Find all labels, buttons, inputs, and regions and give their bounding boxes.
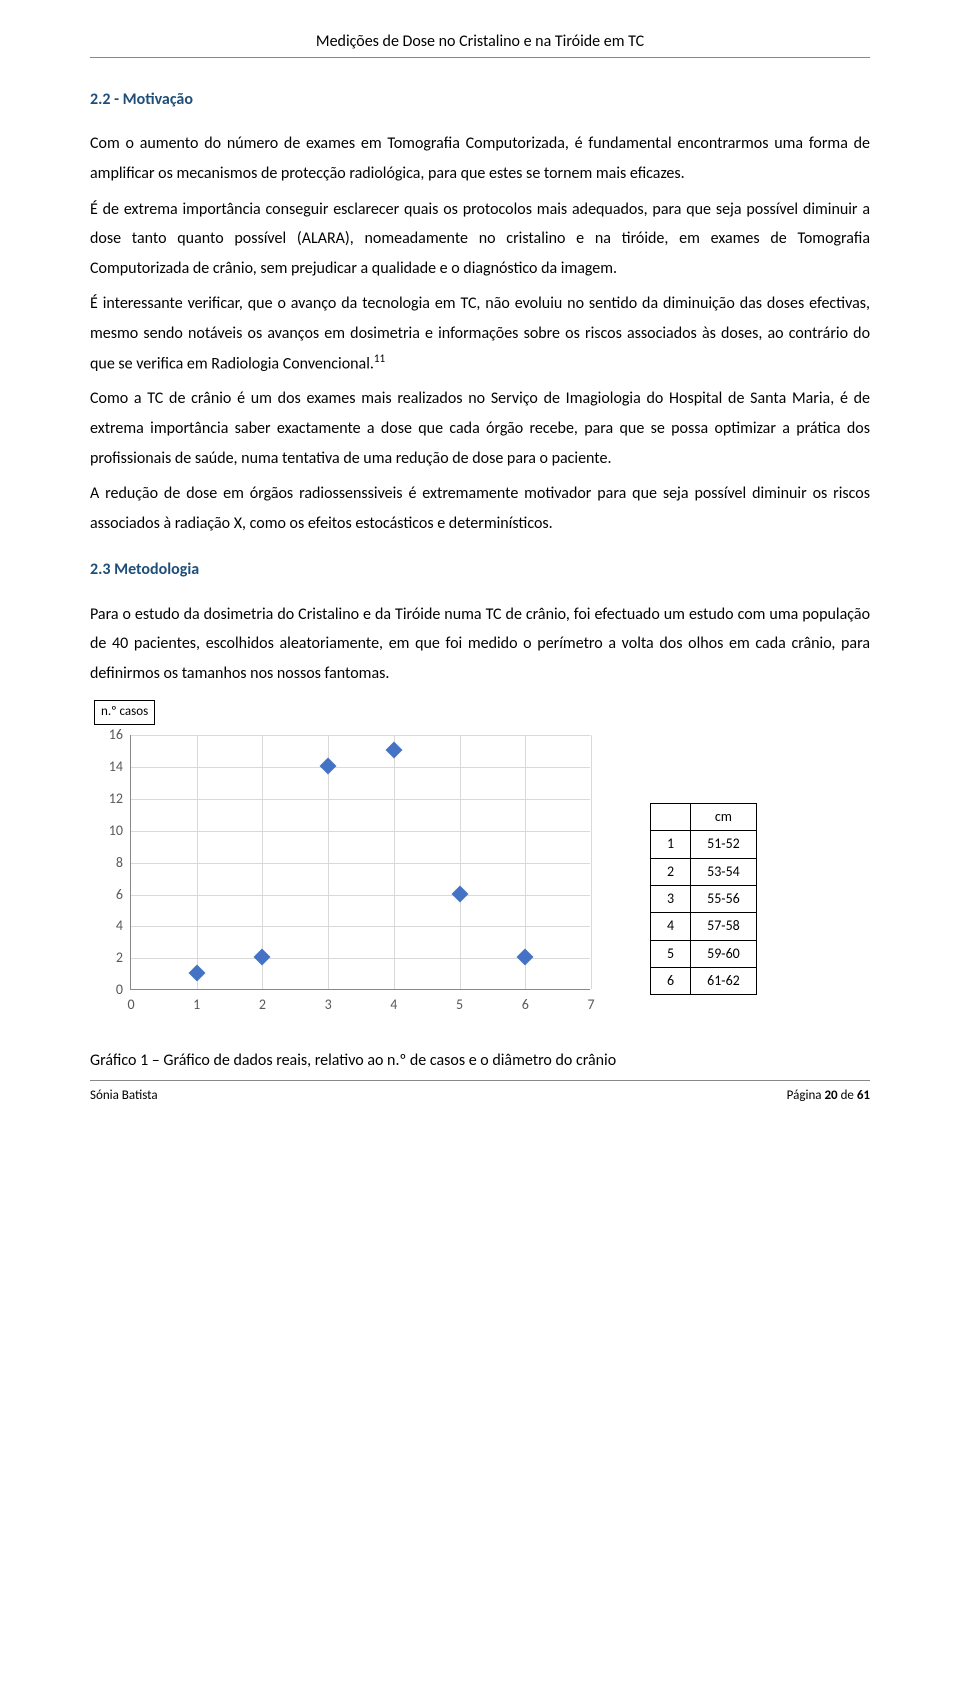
cm-table: cm 151-52 253-54 355-56 457-58 559-60 66…	[650, 803, 757, 995]
chart-gridline-h	[131, 895, 590, 896]
table-cell: 3	[651, 886, 691, 913]
footer-page-prefix: Página	[787, 1088, 825, 1103]
chart-xtick-label: 7	[587, 989, 594, 1015]
table-row: 559-60	[651, 940, 757, 967]
paragraph: Para o estudo da dosimetria do Cristalin…	[90, 600, 870, 689]
table-cell: 53-54	[691, 858, 757, 885]
table-cell: 51-52	[691, 831, 757, 858]
chart-ytick-label: 12	[109, 789, 131, 809]
chart-xtick-label: 6	[522, 989, 529, 1015]
paragraph-text: É interessante verificar, que o avanço d…	[90, 294, 870, 373]
chart-xtick-label: 2	[259, 989, 266, 1015]
table-cell: 6	[651, 967, 691, 994]
citation-ref: 11	[374, 352, 385, 365]
chart-ytick-label: 4	[116, 916, 131, 936]
chart-y-axis-label: n.º casos	[94, 700, 155, 725]
footer-author: Sónia Batista	[90, 1087, 158, 1106]
chart-ytick-label: 16	[109, 725, 131, 745]
chart-gridline-h	[131, 831, 590, 832]
chart-gridline-h	[131, 863, 590, 864]
chart-caption: Gráfico 1 – Gráfico de dados reais, rela…	[90, 1049, 870, 1072]
table-cell: 5	[651, 940, 691, 967]
chart-xtick-label: 1	[193, 989, 200, 1015]
chart-and-table-row: 024681012141601234567 cm 151-52 253-54 3…	[90, 725, 870, 1025]
chart-xtick-label: 0	[127, 989, 134, 1015]
cm-table-header: cm	[691, 804, 757, 831]
table-cell: 61-62	[691, 967, 757, 994]
table-row: 253-54	[651, 858, 757, 885]
chart-gridline-h	[131, 767, 590, 768]
chart-data-point	[188, 965, 205, 982]
table-row: 151-52	[651, 831, 757, 858]
chart-plot-area: 024681012141601234567	[130, 735, 590, 990]
chart-ytick-label: 14	[109, 757, 131, 777]
chart-data-point	[385, 742, 402, 759]
table-cell: 57-58	[691, 913, 757, 940]
chart-xtick-label: 3	[325, 989, 332, 1015]
scatter-chart: 024681012141601234567	[90, 725, 610, 1025]
chart-ytick-label: 10	[109, 821, 131, 841]
chart-gridline-h	[131, 735, 590, 736]
paragraph: A redução de dose em órgãos radiossenssi…	[90, 479, 870, 538]
chart-gridline-v	[394, 735, 395, 989]
table-cell: 2	[651, 858, 691, 885]
paragraph: Com o aumento do número de exames em Tom…	[90, 129, 870, 188]
section-heading-metodologia: 2.3 Metodologia	[90, 558, 870, 581]
chart-gridline-v	[197, 735, 198, 989]
page-footer: Sónia Batista Página 20 de 61	[90, 1080, 870, 1106]
chart-data-point	[517, 949, 534, 966]
table-cell: 55-56	[691, 886, 757, 913]
chart-data-point	[254, 949, 271, 966]
chart-xtick-label: 5	[456, 989, 463, 1015]
cm-table-empty-header	[651, 804, 691, 831]
footer-page-mid: de	[838, 1088, 857, 1103]
table-row: 457-58	[651, 913, 757, 940]
chart-gridline-h	[131, 799, 590, 800]
paragraph: Como a TC de crânio é um dos exames mais…	[90, 384, 870, 473]
table-row: 355-56	[651, 886, 757, 913]
chart-gridline-v	[460, 735, 461, 989]
page-header-title: Medições de Dose no Cristalino e na Tiró…	[90, 30, 870, 58]
chart-ytick-label: 2	[116, 948, 131, 968]
table-row: 661-62	[651, 967, 757, 994]
chart-ytick-label: 6	[116, 884, 131, 904]
section-heading-motivacao: 2.2 - Motivação	[90, 88, 870, 111]
chart-data-point	[320, 758, 337, 775]
chart-gridline-h	[131, 926, 590, 927]
table-cell: 1	[651, 831, 691, 858]
paragraph: É interessante verificar, que o avanço d…	[90, 289, 870, 378]
chart-ytick-label: 8	[116, 853, 131, 873]
footer-page-num: 20	[824, 1088, 837, 1103]
footer-page-indicator: Página 20 de 61	[787, 1087, 870, 1106]
table-cell: 59-60	[691, 940, 757, 967]
chart-xtick-label: 4	[390, 989, 397, 1015]
chart-data-point	[451, 885, 468, 902]
table-cell: 4	[651, 913, 691, 940]
footer-page-total: 61	[857, 1088, 870, 1103]
paragraph: É de extrema importância conseguir escla…	[90, 195, 870, 284]
chart-gridline-v	[591, 735, 592, 989]
